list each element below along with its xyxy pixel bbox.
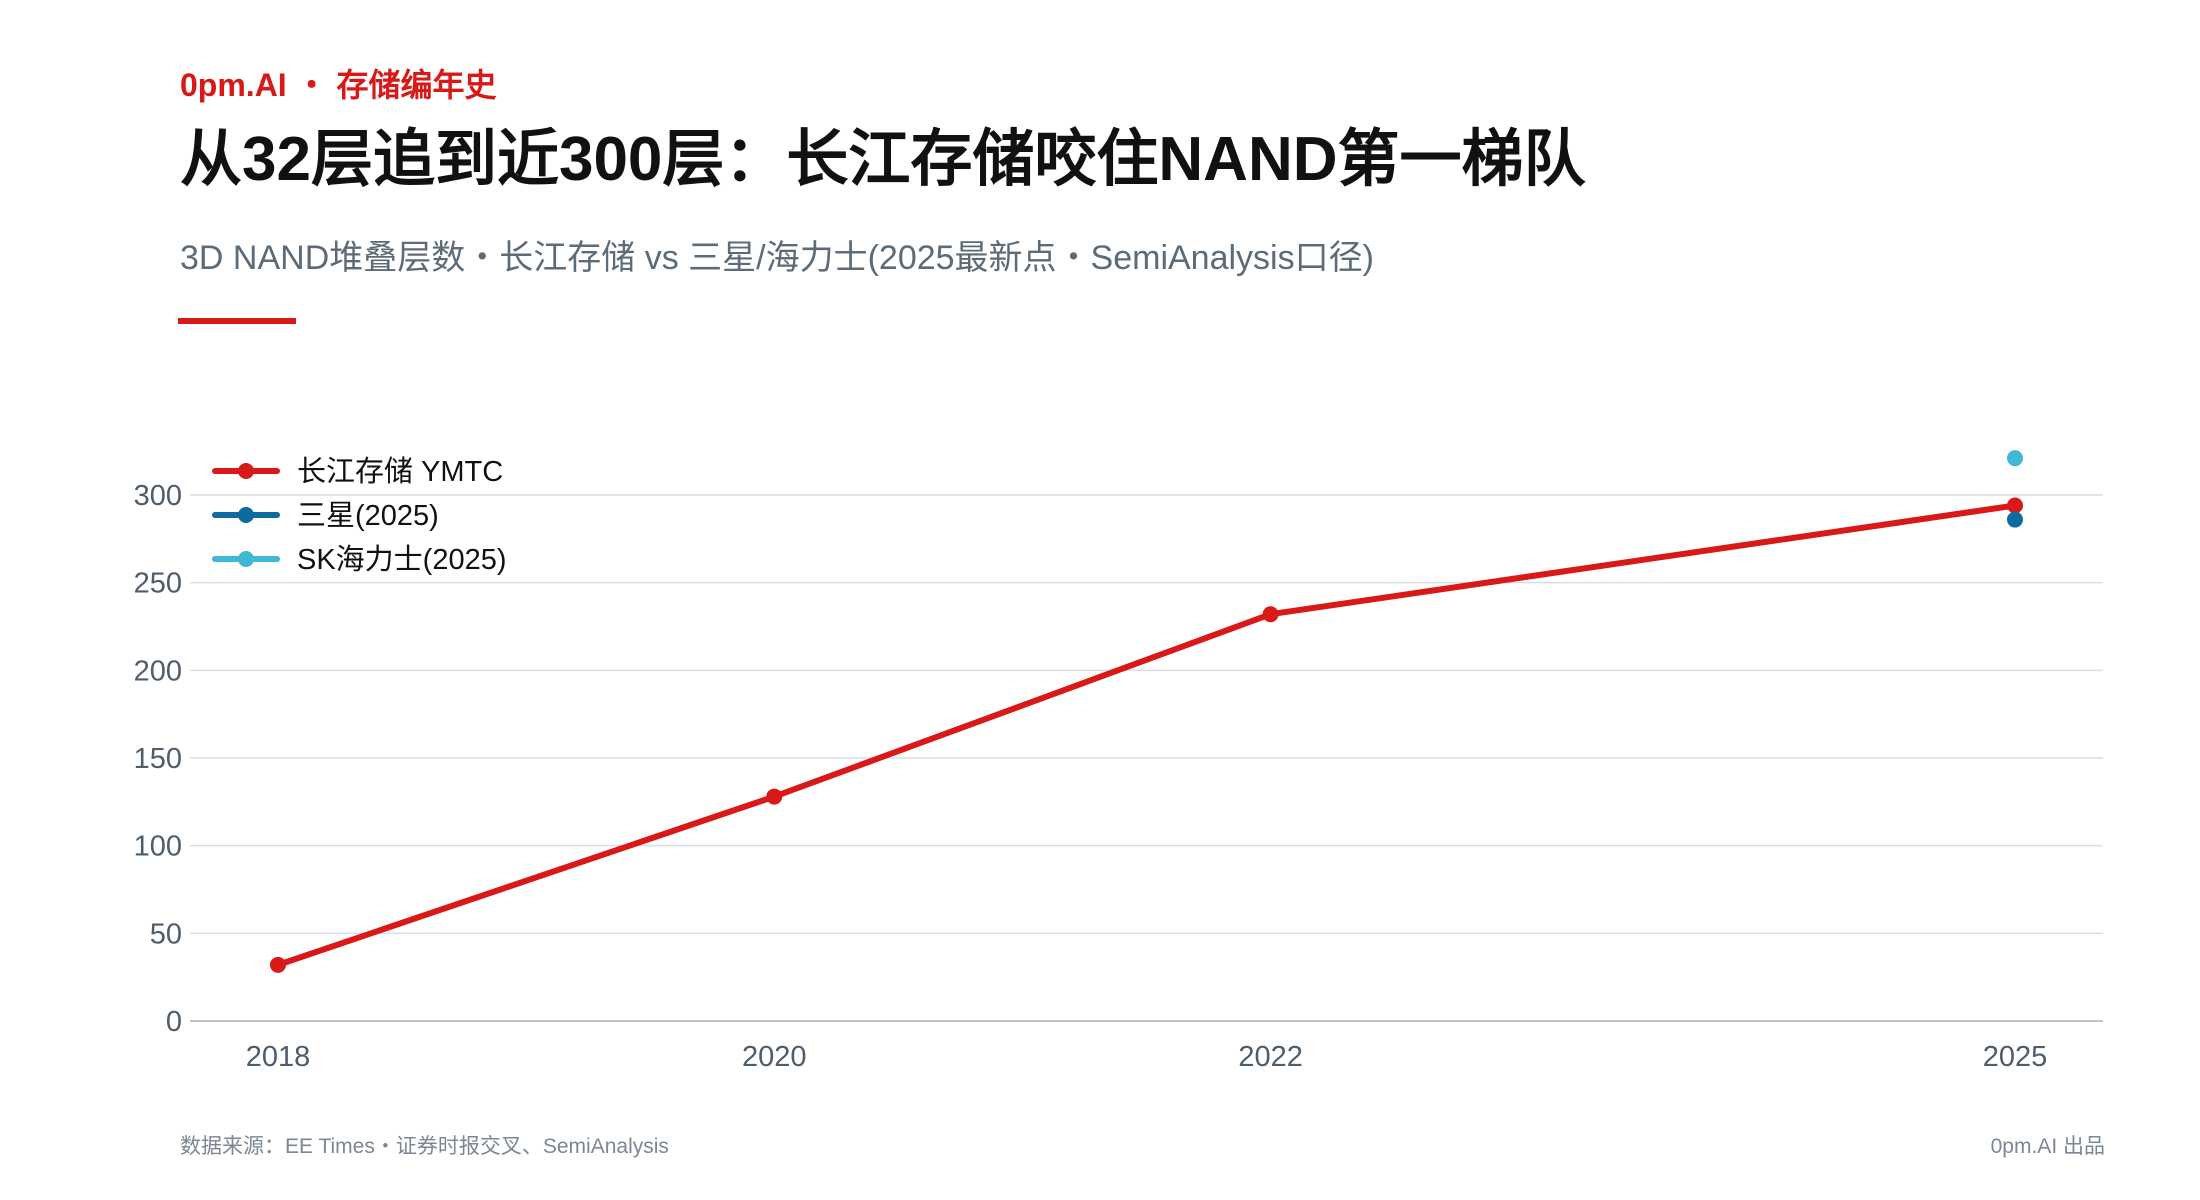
credit-note: 0pm.AI 出品: [1990, 1135, 2105, 1158]
legend-swatch-marker: [238, 463, 254, 479]
y-tick-label: 0: [166, 1006, 182, 1038]
legend-label: SK海力士(2025): [297, 543, 507, 576]
page-subtitle: 3D NAND堆叠层数・长江存储 vs 三星/海力士(2025最新点・SemiA…: [180, 239, 1374, 277]
x-tick-label: 2025: [1983, 1041, 2048, 1073]
series-1: [2007, 511, 2023, 528]
y-tick-label: 50: [150, 918, 182, 950]
data-point: [766, 788, 783, 805]
y-tick-label: 150: [134, 743, 182, 775]
legend-swatch-marker: [238, 551, 254, 567]
legend-label: 三星(2025): [297, 500, 439, 532]
y-tick-label: 300: [134, 480, 182, 512]
accent-rule: [178, 318, 296, 324]
series-layer: [270, 450, 2023, 973]
data-point: [2007, 497, 2023, 514]
axes: 0 50 100 150 200 250 300 2018 2020 2022 2025: [134, 480, 2048, 1073]
series-2: [2007, 450, 2023, 467]
series-0: [270, 497, 2023, 973]
x-tick-label: 2018: [246, 1041, 311, 1073]
legend-item: SK海力士(2025): [212, 543, 507, 576]
data-point: [2007, 450, 2023, 467]
legend-swatch-marker: [238, 507, 254, 523]
legend-item: 三星(2025): [212, 500, 439, 532]
page-title: 从32层追到近300层：长江存储咬住NAND第一梯队: [180, 125, 1586, 194]
series-line: [275, 502, 2018, 968]
data-point: [2007, 511, 2023, 528]
grid-lines: [190, 494, 2103, 1022]
y-tick-label: 250: [134, 568, 182, 600]
data-point: [270, 956, 286, 973]
source-note: 数据来源：EE Times・证券时报交叉、SemiAnalysis: [180, 1135, 669, 1158]
legend: 长江存储 YMTC 三星(2025) SK海力士(2025): [212, 455, 507, 576]
legend-label: 长江存储 YMTC: [297, 455, 503, 488]
legend-item: 长江存储 YMTC: [212, 455, 503, 488]
data-point: [1262, 606, 1279, 623]
y-tick-label: 200: [134, 655, 182, 687]
kicker: 0pm.AI ・ 存储编年史: [180, 67, 497, 103]
y-tick-label: 100: [134, 831, 182, 863]
x-tick-label: 2020: [742, 1041, 807, 1073]
x-tick-label: 2022: [1238, 1041, 1303, 1073]
